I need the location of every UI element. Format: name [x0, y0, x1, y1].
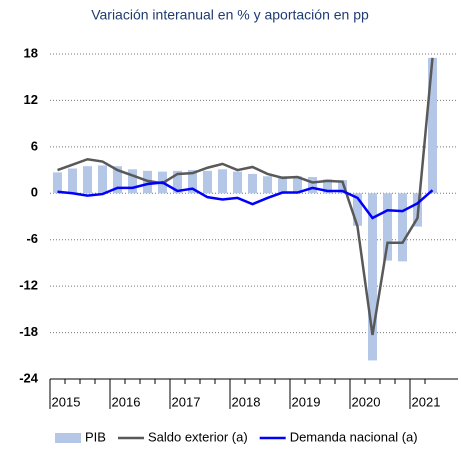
- y-tick-label: 18: [24, 45, 38, 60]
- bar: [278, 176, 287, 194]
- bar: [248, 173, 257, 194]
- y-tick-label: -24: [19, 370, 39, 385]
- bar: [233, 171, 242, 194]
- bar: [368, 193, 377, 361]
- bar: [428, 57, 437, 194]
- bar: [98, 165, 107, 194]
- bar: [218, 169, 227, 194]
- bar: [338, 180, 347, 194]
- x-tick-label: 2017: [172, 394, 201, 409]
- x-tick-label: 2018: [232, 394, 261, 409]
- legend-swatch: [55, 433, 81, 443]
- x-tick-label: 2021: [412, 394, 441, 409]
- bar: [173, 170, 182, 194]
- line: [57, 181, 434, 220]
- y-tick-label: 12: [24, 92, 38, 107]
- bar: [53, 172, 62, 194]
- bar: [113, 166, 122, 194]
- legend-label: Saldo exterior (a): [148, 429, 248, 444]
- legend-label: Demanda nacional (a): [290, 429, 418, 444]
- bar: [68, 168, 77, 194]
- bar: [188, 170, 197, 194]
- y-tick-label: -12: [19, 278, 38, 293]
- bar: [203, 170, 212, 194]
- y-tick-label: -18: [19, 324, 38, 339]
- bar: [263, 176, 272, 194]
- bar: [398, 193, 407, 262]
- bar: [323, 179, 332, 194]
- x-tick-label: 2019: [292, 394, 321, 409]
- line: [57, 57, 434, 336]
- bar: [128, 169, 137, 194]
- y-tick-label: 6: [31, 138, 38, 153]
- x-tick-label: 2020: [352, 394, 381, 409]
- x-tick-label: 2015: [52, 394, 81, 409]
- y-tick-label: 0: [31, 185, 38, 200]
- legend-label: PIB: [85, 429, 106, 444]
- bar: [308, 177, 317, 194]
- bar: [353, 193, 362, 226]
- y-tick-label: -6: [26, 231, 38, 246]
- bar: [383, 193, 392, 261]
- chart-title: Variación interanual en % y aportación e…: [91, 7, 369, 23]
- bar: [293, 176, 302, 194]
- bar: [83, 166, 92, 194]
- x-tick-label: 2016: [112, 394, 141, 409]
